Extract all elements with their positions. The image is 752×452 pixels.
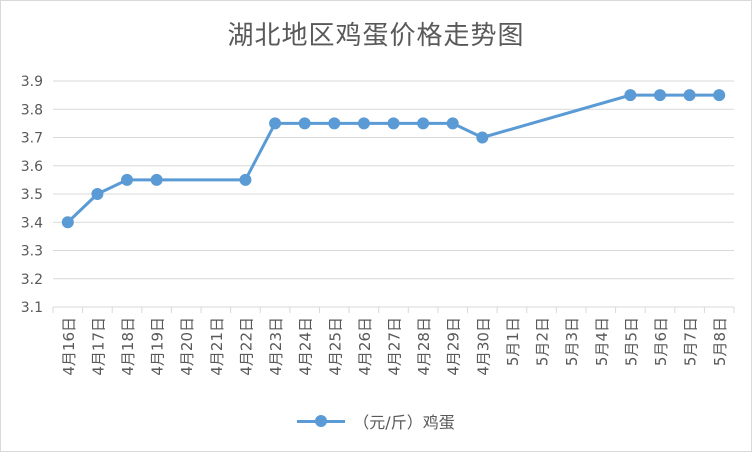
x-tick-label: 5月2日 <box>534 317 552 366</box>
data-point <box>298 117 311 130</box>
data-point <box>683 89 696 102</box>
data-point <box>150 173 163 186</box>
y-tick-label: 3.9 <box>21 74 43 90</box>
x-tick-label: 4月19日 <box>149 317 167 376</box>
data-point <box>713 89 726 102</box>
x-tick-label: 4月30日 <box>474 317 492 376</box>
data-point <box>61 216 74 229</box>
data-point <box>387 117 400 130</box>
data-point <box>624 89 637 102</box>
x-tick-label: 5月7日 <box>682 317 700 366</box>
data-point <box>653 89 666 102</box>
x-tick-label: 4月23日 <box>267 317 285 376</box>
y-tick-label: 3.8 <box>21 102 43 118</box>
data-point <box>121 173 134 186</box>
x-tick-label: 4月29日 <box>445 317 463 376</box>
x-tick-label: 4月21日 <box>208 317 226 376</box>
data-point <box>357 117 370 130</box>
y-tick-label: 3.3 <box>21 244 43 260</box>
legend-swatch <box>297 414 346 428</box>
x-tick-label: 4月24日 <box>297 317 315 376</box>
x-tick-label: 5月8日 <box>711 317 729 366</box>
legend-label: （元/斤）鸡蛋 <box>353 413 455 432</box>
series-line <box>66 93 720 224</box>
y-tick-label: 3.2 <box>21 272 43 288</box>
y-tick-label: 3.6 <box>21 159 43 175</box>
x-tick-label: 4月25日 <box>326 317 344 376</box>
data-point <box>417 117 430 130</box>
x-tick-label: 4月22日 <box>237 317 255 376</box>
data-point <box>91 188 104 200</box>
x-tick-label: 4月28日 <box>415 317 433 376</box>
data-point <box>446 117 459 130</box>
data-point <box>269 117 282 130</box>
x-tick-label: 5月6日 <box>652 317 670 366</box>
x-tick-label: 5月4日 <box>593 317 611 366</box>
x-tick-label: 4月17日 <box>89 317 107 376</box>
x-tick-label: 5月1日 <box>504 317 522 366</box>
data-point <box>476 131 489 144</box>
x-tick-label: 4月18日 <box>119 317 137 376</box>
data-point <box>328 117 341 130</box>
x-tick-label: 4月26日 <box>356 317 374 376</box>
y-tick-label: 3.1 <box>21 300 43 316</box>
x-tick-label: 4月16日 <box>60 317 78 376</box>
x-tick-label: 5月5日 <box>622 317 640 366</box>
x-tick-label: 4月27日 <box>386 317 404 376</box>
x-tick-label: 5月3日 <box>563 317 581 366</box>
y-tick-label: 3.4 <box>21 215 43 231</box>
chart-title: 湖北地区鸡蛋价格走势图 <box>227 21 525 51</box>
legend: （元/斤）鸡蛋 <box>1 409 751 433</box>
y-tick-label: 3.7 <box>21 131 43 147</box>
data-point <box>239 173 252 186</box>
x-tick-label: 4月20日 <box>178 317 196 376</box>
y-tick-label: 3.5 <box>21 187 43 203</box>
